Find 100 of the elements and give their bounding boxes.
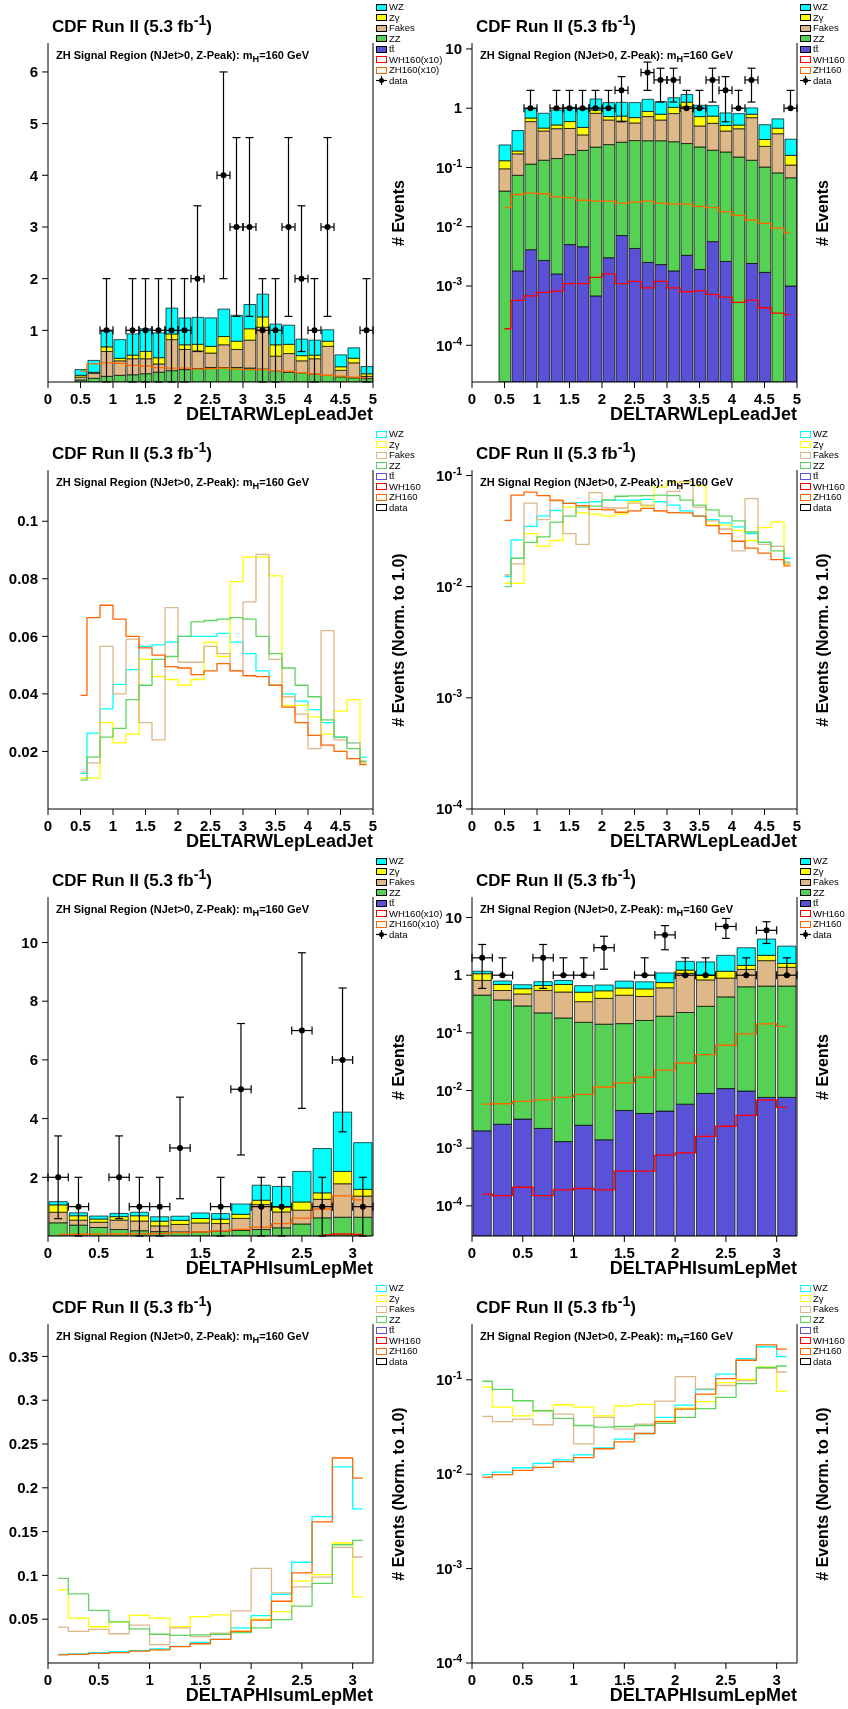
x-tick-label: 2.5 <box>715 1671 737 1688</box>
x-tick-label: 2 <box>173 817 183 834</box>
annotation: ZH Signal Region (NJet>0, Z-Peak): m$_{H}$=160 GeV <box>56 49 309 65</box>
x-tick-label: 2 <box>597 390 607 407</box>
x-tick-label: 3.5 <box>689 817 710 834</box>
y-tick-label: 10$^{-1}$ <box>435 156 463 176</box>
legend-label: WH160(x10) <box>389 907 443 919</box>
legend-label: WH160 <box>813 480 845 492</box>
x-tick-label: 5 <box>792 817 802 834</box>
annotation: ZH Signal Region (NJet>0, Z-Peak): m$_{H}$=160 GeV <box>56 1330 309 1346</box>
legend-label: Fakes <box>389 449 415 461</box>
y-tick-label: 10 <box>445 40 462 58</box>
y-tick-label: 5 <box>29 114 38 132</box>
chart-title: CDF Run II (5.3 fb$^{-1}$) <box>476 1293 636 1318</box>
legend-label: ZH160(x10) <box>389 64 440 76</box>
legend-label: Zγ <box>389 11 400 23</box>
y-axis-title: # Events (Norm. to 1.0) <box>813 552 832 727</box>
legend-label: ZH160 <box>813 1345 842 1357</box>
y-tick-label: 10 <box>445 908 462 926</box>
legend-label: WH160 <box>813 907 845 919</box>
annotation: ZH Signal Region (NJet>0, Z-Peak): m$_{H}$=160 GeV <box>480 1330 733 1346</box>
legend-label: WH160 <box>389 480 421 492</box>
x-tick-label: 0.5 <box>88 1671 110 1688</box>
x-axis-title: DELTARWLepLeadJet <box>609 404 797 425</box>
legend-label: tt̄ <box>813 470 819 482</box>
legend-label: tt̄ <box>813 43 819 55</box>
x-axis-title: DELTAPHIsumLepMet <box>609 1685 797 1706</box>
x-tick-label: 2.5 <box>624 390 645 407</box>
y-tick-label: 3 <box>29 218 38 236</box>
chart-title: CDF Run II (5.3 fb$^{-1}$) <box>52 439 212 464</box>
legend-label: Zγ <box>813 865 824 877</box>
legend-label: data <box>389 74 408 86</box>
legend-label: tt̄ <box>389 43 395 55</box>
x-tick-label: 0 <box>467 1244 477 1261</box>
x-tick-label: 1 <box>108 390 118 407</box>
legend-label: tt̄ <box>813 897 819 909</box>
x-tick-label: 2.5 <box>200 817 221 834</box>
y-tick-label: 6 <box>29 1051 38 1069</box>
chart-title: CDF Run II (5.3 fb$^{-1}$) <box>52 866 212 891</box>
x-tick-label: 1 <box>532 390 542 407</box>
annotation: ZH Signal Region (NJet>0, Z-Peak): m$_{H}$=160 GeV <box>56 476 309 492</box>
x-tick-label: 1.5 <box>189 1671 211 1688</box>
x-tick-label: 1.5 <box>613 1244 635 1261</box>
y-tick-label: 0.04 <box>8 685 39 703</box>
legend-label: tt̄ <box>389 470 395 482</box>
chart-title: CDF Run II (5.3 fb$^{-1}$) <box>476 12 636 37</box>
x-tick-label: 3 <box>772 1244 781 1261</box>
x-tick-label: 5 <box>792 390 802 407</box>
x-tick-label: 2.5 <box>624 817 645 834</box>
legend-label: ZZ <box>389 459 401 471</box>
y-axis-title: # Events (Norm. to 1.0) <box>389 552 408 727</box>
y-tick-label: 10$^{-2}$ <box>435 575 463 595</box>
x-tick-label: 1.5 <box>135 817 156 834</box>
y-tick-label: 0.3 <box>17 1391 38 1409</box>
x-tick-label: 4 <box>303 817 313 834</box>
x-tick-label: 4.5 <box>754 390 775 407</box>
y-axis-title: # Events (Norm. to 1.0) <box>389 1406 408 1581</box>
x-tick-label: 3 <box>238 817 248 834</box>
legend-label: Fakes <box>813 1303 839 1315</box>
x-tick-label: 2 <box>597 817 607 834</box>
legend-label: Fakes <box>389 22 415 34</box>
x-tick-label: 2 <box>246 1244 256 1261</box>
y-tick-label: 10$^{-4}$ <box>435 798 463 818</box>
y-axis-title: # Events (Norm. to 1.0) <box>813 1406 832 1581</box>
x-tick-label: 1.5 <box>559 390 580 407</box>
x-tick-label: 1.5 <box>559 817 580 834</box>
x-tick-label: 1.5 <box>189 1244 211 1261</box>
legend-label: ZH160(x10) <box>389 918 440 930</box>
x-tick-label: 2.5 <box>291 1671 313 1688</box>
legend-label: WZ <box>813 1 828 13</box>
legend-label: WZ <box>389 1282 404 1294</box>
x-tick-label: 4 <box>727 817 737 834</box>
legend-label: ZH160 <box>389 1345 418 1357</box>
x-tick-label: 3.5 <box>265 390 286 407</box>
legend-label: data <box>813 928 832 940</box>
legend-label: data <box>813 501 832 513</box>
x-tick-label: 4.5 <box>754 817 775 834</box>
x-axis-title: DELTAPHIsumLepMet <box>609 1258 797 1279</box>
x-tick-label: 1 <box>108 817 118 834</box>
y-tick-label: 0.06 <box>8 627 38 645</box>
x-tick-label: 0 <box>43 390 53 407</box>
legend-label: Zγ <box>389 438 400 450</box>
x-tick-label: 1.5 <box>135 390 156 407</box>
y-axis-title: # Events <box>389 179 408 246</box>
x-tick-label: 5 <box>368 390 378 407</box>
y-tick-label: 10$^{-2}$ <box>435 1463 463 1483</box>
y-tick-label: 0.1 <box>17 1566 38 1584</box>
y-tick-label: 10$^{-4}$ <box>435 334 463 354</box>
y-tick-label: 10$^{-3}$ <box>435 275 463 295</box>
x-tick-label: 0 <box>43 1244 53 1261</box>
x-tick-label: 1 <box>145 1244 154 1261</box>
x-tick-label: 0.5 <box>70 390 91 407</box>
legend-label: WZ <box>813 428 828 440</box>
chart-title: CDF Run II (5.3 fb$^{-1}$) <box>52 12 212 37</box>
y-tick-label: 10$^{-3}$ <box>435 1137 463 1157</box>
y-tick-label: 10$^{-1}$ <box>435 1022 463 1042</box>
legend-label: WZ <box>389 428 404 440</box>
x-tick-label: 3.5 <box>265 817 286 834</box>
x-tick-label: 0.5 <box>494 390 515 407</box>
y-tick-label: 1 <box>29 321 38 339</box>
